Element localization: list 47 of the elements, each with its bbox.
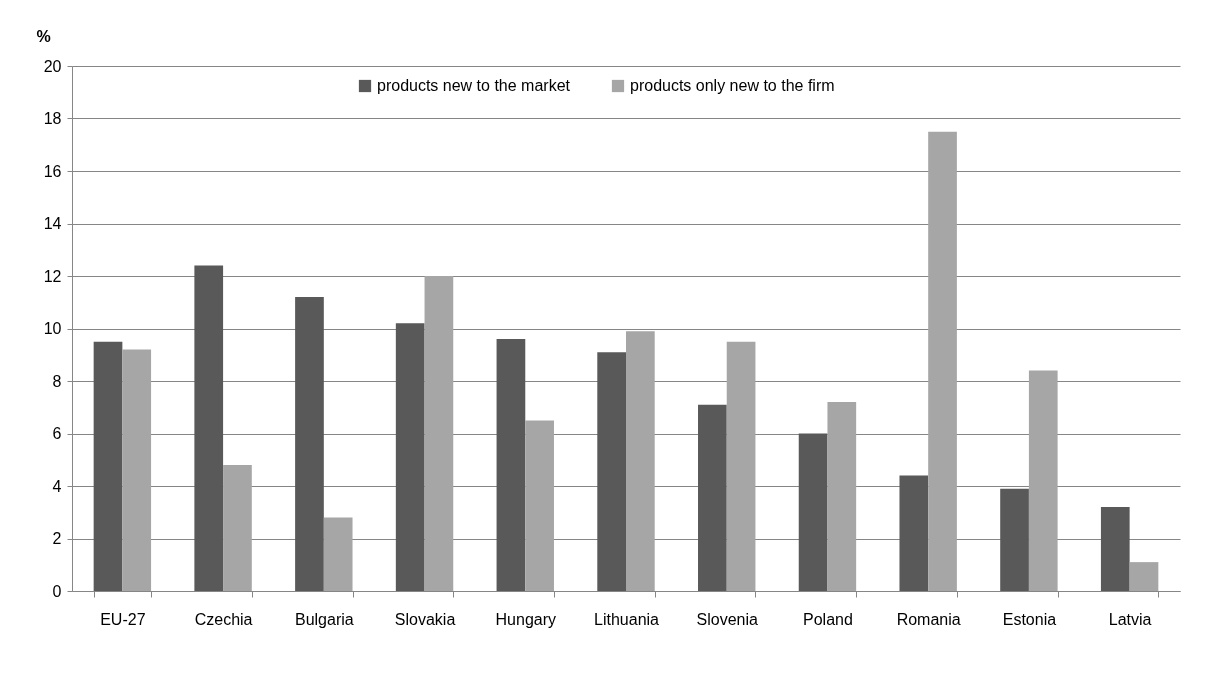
bar bbox=[798, 433, 828, 591]
x-tick-label: Estonia bbox=[1002, 610, 1057, 628]
x-tick-label: Bulgaria bbox=[294, 610, 354, 628]
y-tick-label: 2 bbox=[52, 530, 62, 547]
bar bbox=[1129, 562, 1159, 591]
y-tick-label: 16 bbox=[43, 162, 62, 180]
legend-label: products new to the market bbox=[377, 77, 571, 94]
y-tick-label: 18 bbox=[43, 110, 62, 127]
y-tick-label: 4 bbox=[52, 477, 62, 495]
bar bbox=[223, 465, 252, 591]
x-tick-label: EU-27 bbox=[100, 610, 146, 628]
bar bbox=[899, 475, 929, 591]
y-tick-label: 20 bbox=[43, 57, 62, 75]
x-tick-label: Romania bbox=[896, 610, 961, 628]
y-tick-label: 8 bbox=[52, 372, 62, 390]
legend-label: products only new to the firm bbox=[630, 77, 835, 94]
x-tick-label: Slovakia bbox=[394, 610, 456, 628]
bar bbox=[726, 341, 756, 591]
bar bbox=[1000, 488, 1029, 591]
bar bbox=[827, 402, 857, 591]
y-tick-label: 12 bbox=[43, 267, 62, 285]
y-tick-label: 6 bbox=[52, 425, 62, 442]
bar bbox=[626, 331, 655, 591]
bar bbox=[597, 352, 626, 591]
bar bbox=[1028, 370, 1058, 591]
bar bbox=[323, 517, 353, 591]
bar bbox=[424, 276, 454, 591]
bar bbox=[1100, 507, 1130, 591]
x-tick-label: Latvia bbox=[1108, 610, 1152, 628]
bar bbox=[496, 339, 526, 591]
x-tick-label: Poland bbox=[803, 610, 853, 628]
bar bbox=[698, 404, 727, 591]
y-axis-title: % bbox=[36, 27, 51, 45]
x-tick-label: Lithuania bbox=[594, 610, 660, 628]
y-tick-label: 0 bbox=[52, 582, 62, 600]
x-tick-label: Czechia bbox=[194, 610, 253, 628]
bar bbox=[295, 297, 324, 591]
bar bbox=[194, 265, 224, 591]
y-tick-label: 14 bbox=[43, 215, 62, 232]
y-tick-label: 10 bbox=[43, 320, 62, 337]
x-tick-label: Hungary bbox=[495, 610, 557, 628]
x-tick-label: Slovenia bbox=[696, 610, 759, 628]
bar bbox=[93, 341, 123, 591]
bar bbox=[395, 323, 425, 591]
bar bbox=[928, 131, 957, 591]
bar bbox=[525, 420, 554, 591]
bar bbox=[122, 349, 152, 591]
